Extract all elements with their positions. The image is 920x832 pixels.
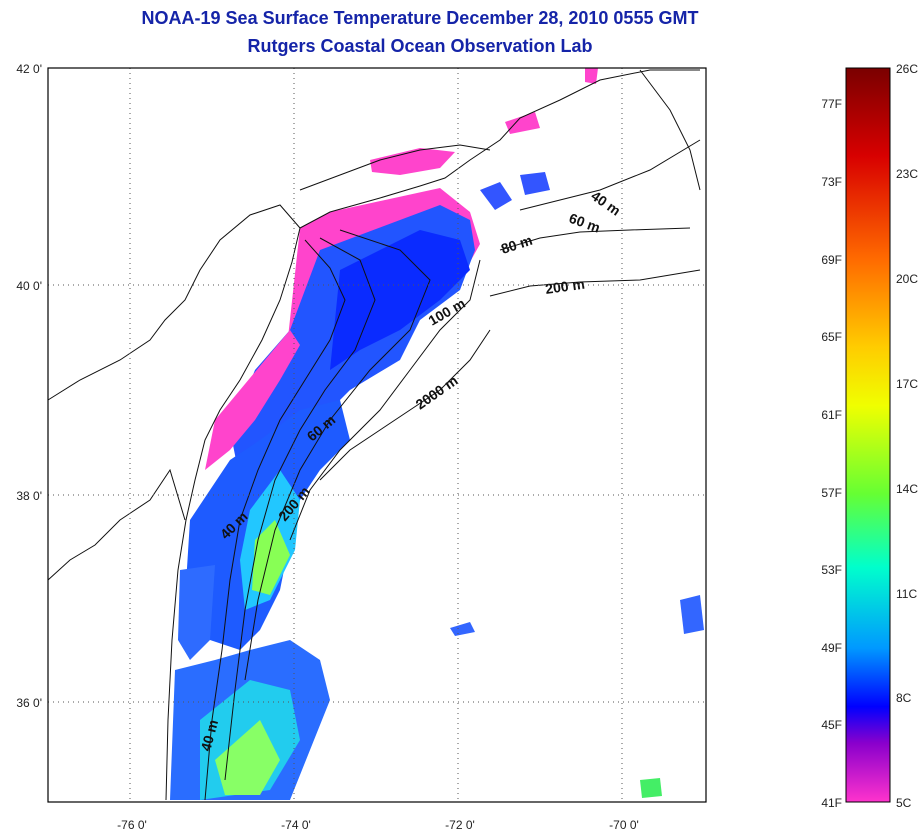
colorbar-label-53f: 53F — [821, 563, 842, 577]
bathymetry-contours — [204, 69, 701, 801]
lon-label-76: -76 0' — [117, 818, 147, 832]
graticule — [48, 68, 706, 802]
lat-label-40: 40 0' — [16, 279, 42, 293]
colorbar-label-41f: 41F — [821, 796, 842, 810]
colorbar-label-14c: 14C — [896, 482, 919, 496]
contour-label-80m: 80 m — [499, 232, 534, 257]
contour-label-40m: 40 m — [588, 187, 623, 218]
sst-swath — [170, 68, 704, 800]
lat-label-42: 42 0' — [16, 62, 42, 76]
map-subtitle: Rutgers Coastal Ocean Observation Lab — [247, 36, 593, 56]
colorbar-label-45f: 45F — [821, 718, 842, 732]
lon-label-70: -70 0' — [609, 818, 639, 832]
colorbar-label-61f: 61F — [821, 408, 842, 422]
lon-label-72: -72 0' — [445, 818, 475, 832]
colorbar-label-57f: 57F — [821, 486, 842, 500]
colorbar-label-26c: 26C — [896, 62, 919, 76]
colorbar-label-11c: 11C — [896, 587, 918, 601]
coastline — [47, 69, 700, 801]
colorbar-label-8c: 8C — [896, 691, 912, 705]
colorbar-label-23c: 23C — [896, 167, 919, 181]
contour-label-2000m: 2000 m — [413, 372, 461, 412]
lat-label-36: 36 0' — [16, 696, 42, 710]
colorbar-label-5c: 5C — [896, 796, 912, 810]
colorbar-label-20c: 20C — [896, 272, 919, 286]
lon-label-74: -74 0' — [281, 818, 311, 832]
colorbar-label-73f: 73F — [821, 175, 842, 189]
colorbar-label-77f: 77F — [821, 97, 842, 111]
map-frame — [47, 67, 707, 803]
lat-label-38: 38 0' — [16, 489, 42, 503]
colorbar-label-17c: 17C — [896, 377, 919, 391]
contour-label-40m-c: 40 m — [197, 718, 221, 753]
colorbar-label-65f: 65F — [821, 330, 842, 344]
colorbar-label-69f: 69F — [821, 253, 842, 267]
colorbar-label-49f: 49F — [821, 641, 842, 655]
contour-label-200m: 200 m — [544, 276, 586, 297]
map-title: NOAA-19 Sea Surface Temperature December… — [141, 8, 699, 28]
colorbar — [845, 67, 891, 803]
